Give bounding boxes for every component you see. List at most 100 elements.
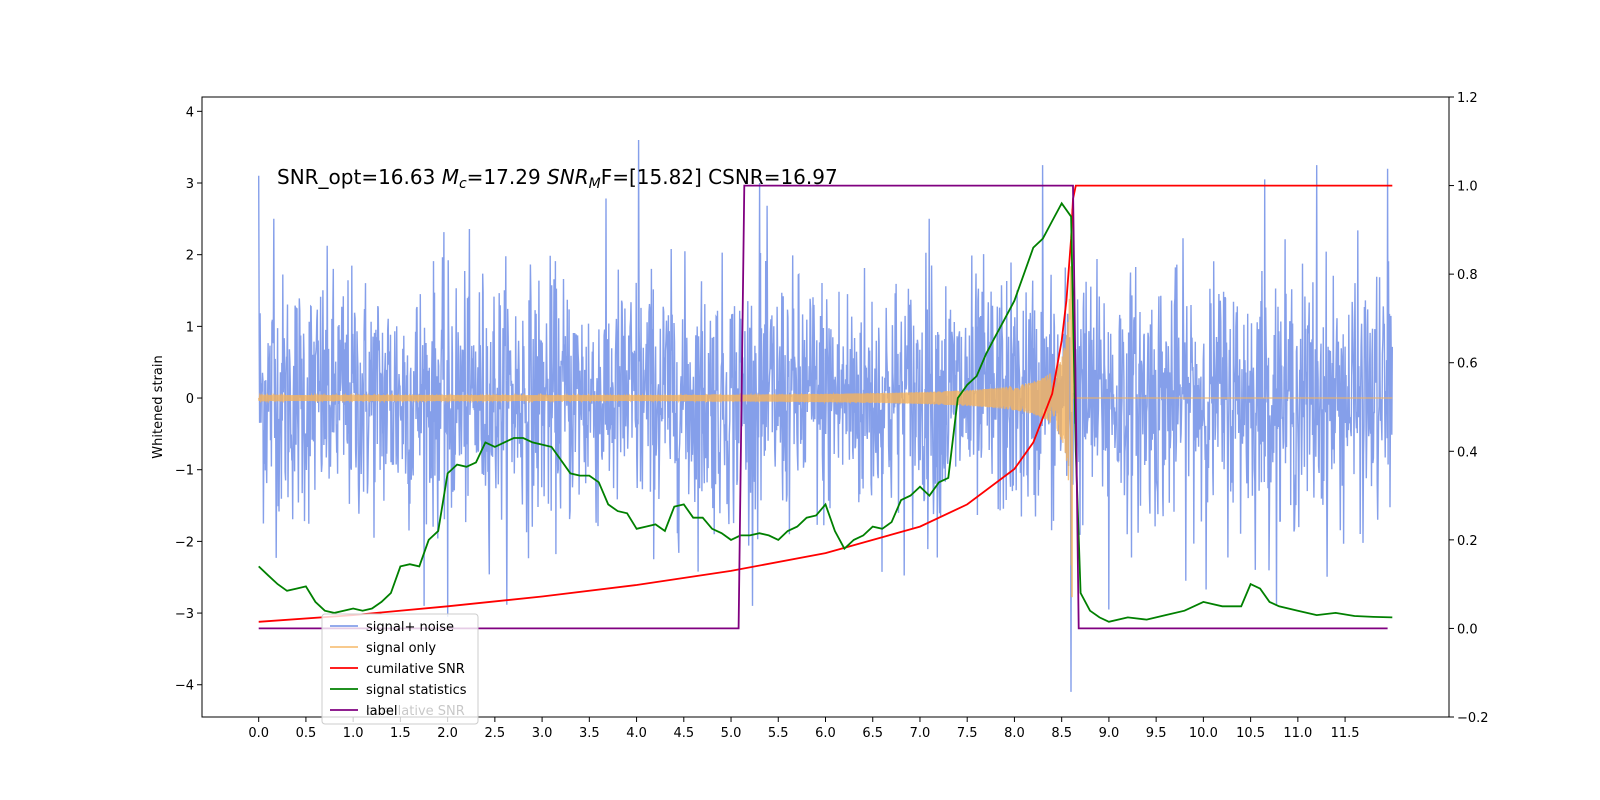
x-tick: 6.0 (815, 717, 836, 741)
y-right-tick: 0.0 (1449, 622, 1478, 637)
x-tick-label: 1.5 (390, 726, 411, 741)
legend-item-signal-statistics: signal statistics (330, 683, 467, 698)
signal-statistics-line (258, 201, 1393, 623)
x-tick: 5.0 (721, 717, 742, 741)
x-tick-label: 3.5 (579, 726, 600, 741)
y-right-tick: 0.6 (1449, 357, 1478, 372)
title-part-m: M (442, 165, 459, 189)
y-left-tick: −1 (175, 464, 202, 479)
x-tick: 11.0 (1283, 717, 1312, 741)
x-tick-label: 4.0 (626, 726, 647, 741)
x-tick-label: 10.5 (1236, 726, 1265, 741)
legend-box (321, 613, 479, 725)
y-left-tick-label: 1 (186, 320, 194, 335)
y-left-tick-label: 0 (186, 392, 194, 407)
x-tick: 11.5 (1331, 717, 1360, 741)
x-tick: 6.5 (862, 717, 883, 741)
x-tick: 7.5 (957, 717, 978, 741)
y-left-tick: 3 (186, 177, 202, 192)
x-tick-label: 2.0 (437, 726, 458, 741)
y-left-tick-label: 3 (186, 177, 194, 192)
x-tick-label: 8.0 (1004, 726, 1025, 741)
legend: signal+ noise signal only cumilative SNR si… (321, 613, 479, 725)
x-tick-label: 8.5 (1051, 726, 1072, 741)
x-tick: 7.0 (910, 717, 931, 741)
x-tick: 3.0 (532, 717, 552, 741)
x-tick: 10.5 (1236, 717, 1265, 741)
legend-label: signal only (366, 641, 436, 656)
y-left-tick: 4 (186, 105, 202, 120)
signal-only-line (258, 208, 1393, 598)
x-tick-label: 1.0 (343, 726, 364, 741)
legend-item-signal-only: signal only (330, 641, 436, 656)
x-tick-label: 11.0 (1283, 726, 1312, 741)
x-tick: 4.5 (673, 717, 694, 741)
x-tick-label: 7.5 (957, 726, 978, 741)
x-tick: 2.5 (485, 717, 506, 741)
legend-label: signal statistics (366, 683, 467, 698)
legend-item-signal-noise: signal+ noise (330, 620, 454, 635)
x-tick-label: 2.5 (485, 726, 506, 741)
x-axis: 0.0 0.5 1.0 1.5 2.0 2.5 3.0 3.5 4.0 4.5 5.0 5.5 6.0 6… (248, 717, 1360, 741)
y-left-tick-label: 4 (186, 105, 194, 120)
x-tick: 3.5 (579, 717, 600, 741)
y-right-tick-label: −0.2 (1457, 711, 1489, 726)
series-signal-noise (258, 139, 1393, 692)
x-tick-label: 6.0 (815, 726, 836, 741)
title-part-snr: SNR (547, 165, 589, 189)
y-right-tick-label: 0.8 (1457, 268, 1478, 283)
y-right-tick-label: 1.0 (1457, 180, 1478, 195)
x-tick: 4.0 (626, 717, 647, 741)
y-right-tick-label: 0.2 (1457, 534, 1478, 549)
x-tick: 8.0 (1004, 717, 1025, 741)
y-left-tick: 0 (186, 392, 202, 407)
legend-item-label: label (330, 704, 397, 719)
series-signal-statistics (258, 201, 1393, 623)
y-left-tick-label: 2 (186, 249, 194, 264)
x-tick-label: 4.5 (673, 726, 694, 741)
title-part-mc-value: =17.29 (467, 165, 547, 189)
y-left-tick-label: −4 (175, 679, 194, 694)
chart-title: SNR_opt=16.63 Mc=17.29 SNRMF=[15.82] CSN… (277, 165, 838, 192)
y-left-axis: −4 −3 −2 −1 0 1 2 3 4 (175, 105, 202, 694)
y-left-tick: 1 (186, 320, 202, 335)
x-tick-label: 7.0 (910, 726, 931, 741)
y-right-tick: 0.8 (1449, 268, 1478, 283)
x-tick: 5.5 (768, 717, 789, 741)
x-tick-label: 0.5 (296, 726, 317, 741)
x-tick: 10.0 (1189, 717, 1218, 741)
y-right-tick: −0.2 (1449, 711, 1489, 726)
x-tick: 0.5 (296, 717, 317, 741)
legend-item-cumilative-snr: cumilative SNR (330, 662, 465, 677)
signal-noise-line (258, 139, 1393, 692)
y-right-axis: −0.2 0.0 0.2 0.4 0.6 0.8 1.0 1.2 (1449, 91, 1489, 726)
series-layer (258, 139, 1393, 692)
x-tick-label: 10.0 (1189, 726, 1218, 741)
series-label (258, 184, 1388, 630)
y-right-tick: 1.2 (1449, 91, 1478, 106)
x-tick-label: 9.0 (1099, 726, 1120, 741)
y-right-tick-label: 0.4 (1457, 445, 1478, 460)
x-tick-label: 0.0 (248, 726, 269, 741)
title-part-sub-m: M (589, 176, 601, 192)
label-line (258, 184, 1388, 630)
title-part-c: c (459, 176, 467, 192)
x-tick-label: 6.5 (862, 726, 883, 741)
legend-label: cumilative SNR (366, 662, 465, 677)
x-tick: 9.0 (1099, 717, 1120, 741)
y-left-tick: −3 (175, 607, 202, 622)
series-signal-only (258, 208, 1393, 598)
x-tick-label: 5.0 (721, 726, 742, 741)
x-tick-label: 9.5 (1146, 726, 1167, 741)
legend-label: label (366, 704, 397, 719)
y-left-tick: 2 (186, 249, 202, 264)
y-left-tick-label: −1 (175, 464, 194, 479)
y-left-tick: −4 (175, 679, 202, 694)
legend-ghost-text: cumilative SNR (366, 704, 465, 719)
x-tick: 9.5 (1146, 717, 1167, 741)
y-left-tick: −2 (175, 535, 202, 550)
y-left-tick-label: −2 (175, 535, 194, 550)
y-left-tick-label: −3 (175, 607, 194, 622)
y-axis-label: Whitened strain (151, 355, 166, 458)
